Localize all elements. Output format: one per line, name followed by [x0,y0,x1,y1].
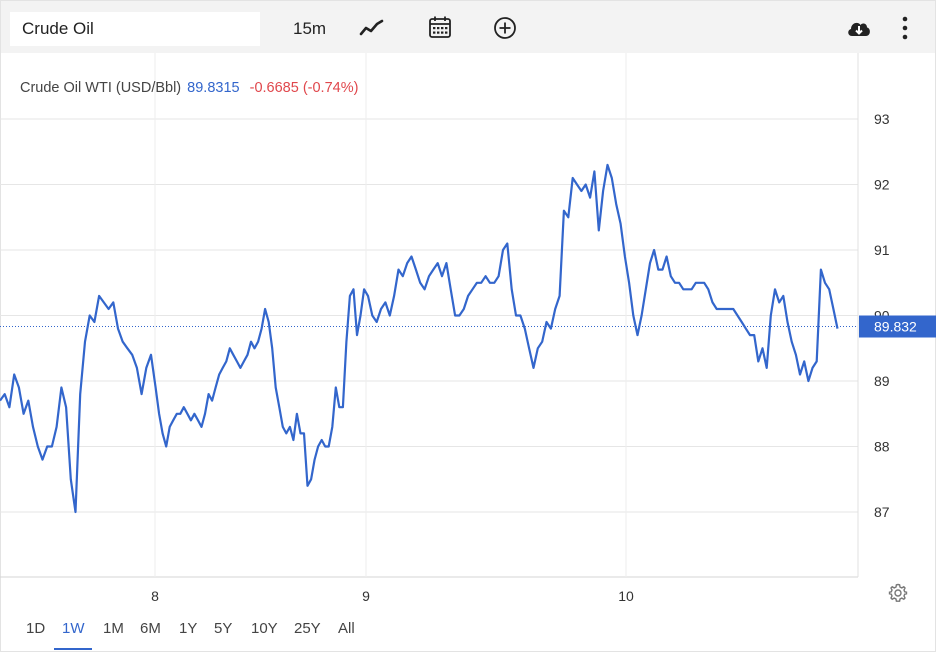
y-tick-label: 89 [874,373,890,389]
y-tick-label: 91 [874,242,890,258]
range-tab-25y[interactable]: 25Y [294,620,321,637]
x-tick-label: 10 [618,588,634,604]
last-price-tag: 89.832 [859,315,936,338]
price-line-series [0,163,839,514]
toolbar: 15m [1,1,935,53]
range-tab-1w[interactable]: 1W [62,620,85,637]
range-tab-10y[interactable]: 10Y [251,620,278,637]
range-tab-1m[interactable]: 1M [103,620,124,637]
interval-selector[interactable]: 15m [293,19,327,38]
calendar-icon[interactable] [428,15,452,44]
last-price-tag-text: 89.832 [874,319,917,335]
range-tab-5y[interactable]: 5Y [214,620,233,637]
symbol-search-input[interactable] [10,12,260,46]
y-tick-label: 88 [874,439,890,455]
range-tab-all[interactable]: All [338,620,355,637]
x-tick-label: 9 [362,588,370,604]
y-tick-label: 92 [874,177,890,193]
cloud-download-icon[interactable] [846,17,872,44]
range-tab-1y[interactable]: 1Y [179,620,198,637]
legend-price: 89.8315 [187,80,240,96]
gear-icon[interactable] [888,583,908,608]
grid [0,53,859,578]
legend-instrument-name: Crude Oil WTI (USD/Bbl) [20,80,182,96]
add-circle-icon[interactable] [493,16,517,45]
more-vertical-icon[interactable] [899,15,911,46]
active-tab-indicator [54,648,92,650]
x-tick-label: 8 [151,588,159,604]
x-axis: 8 9 10 [151,588,634,604]
y-tick-label: 93 [874,111,890,127]
range-tab-1d[interactable]: 1D [26,620,46,637]
legend-change: -0.6685 (-0.74%) [249,80,359,96]
y-tick-label: 87 [874,504,890,520]
legend: Crude Oil WTI (USD/Bbl) 89.8315 -0.6685 … [20,80,358,96]
range-tabs: 1D 1W 1M 6M 1Y 5Y 10Y 25Y All [0,608,934,650]
range-tab-6m[interactable]: 6M [140,620,161,637]
line-chart-icon[interactable] [359,17,385,44]
